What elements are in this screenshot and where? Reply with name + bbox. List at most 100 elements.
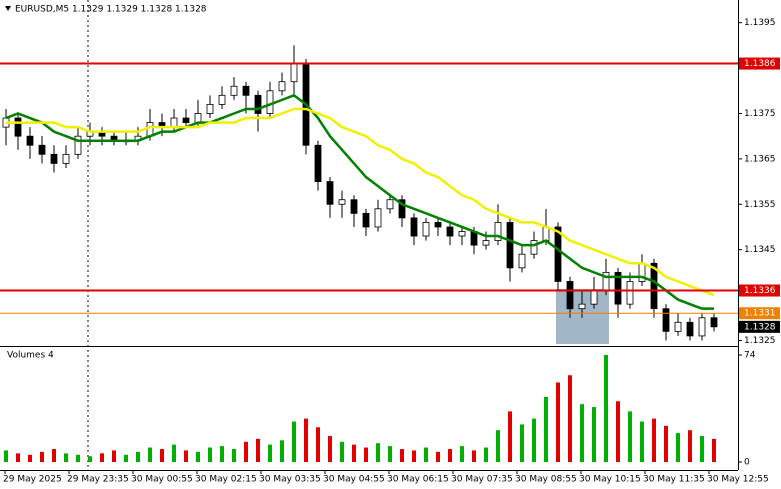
volume-bar <box>676 433 680 462</box>
x-tick-label: 29 May 2025 <box>3 475 62 485</box>
price-label: 1.1328 <box>744 322 776 332</box>
candle-body <box>626 281 634 305</box>
volume-bar <box>208 447 212 462</box>
price-label-box <box>739 57 780 70</box>
price-label: 1.1386 <box>744 59 776 69</box>
moving-average <box>5 93 714 310</box>
candle-body <box>206 104 214 114</box>
volume-bar <box>328 435 332 462</box>
x-tick-label: 30 May 02:15 <box>195 475 257 485</box>
volume-bar <box>604 355 608 462</box>
volume-bar <box>292 421 296 462</box>
chart-title: EURUSD,M5 1.1329 1.1329 1.1328 1.1328 <box>15 5 207 15</box>
x-tick-label: 30 May 03:35 <box>259 475 321 485</box>
x-tick-label: 30 May 07:35 <box>451 475 513 485</box>
candle-body <box>530 240 538 255</box>
candle-body <box>278 81 286 92</box>
x-tick-label: 30 May 12:55 <box>707 475 769 485</box>
candle-body <box>338 199 346 205</box>
volume-bar <box>316 427 320 462</box>
candle-body <box>314 144 322 182</box>
candle-body <box>698 317 706 337</box>
y-tick-label: 1.1375 <box>744 109 776 119</box>
volume-bar <box>256 438 260 462</box>
candle-body <box>362 212 370 228</box>
candle-body <box>494 222 502 241</box>
x-tick-label: 29 May 23:35 <box>67 475 129 485</box>
volume-bar <box>412 450 416 462</box>
volume-bar <box>268 444 272 462</box>
volume-bar <box>376 443 380 462</box>
volume-bar <box>664 425 668 462</box>
volume-bar <box>640 421 644 462</box>
candle-body <box>74 135 82 155</box>
x-tick-label: 30 May 10:15 <box>579 475 641 485</box>
volume-bar <box>616 401 620 462</box>
volume-bar <box>400 448 404 462</box>
candle-body <box>710 317 718 328</box>
volume-bar <box>436 451 440 462</box>
volume-bar <box>712 438 716 462</box>
candle-body <box>554 226 562 282</box>
volume-bar <box>448 448 452 462</box>
candle-body <box>170 117 178 128</box>
candle-body <box>650 262 658 310</box>
volume-bar <box>520 424 524 462</box>
volume-bar <box>592 407 596 462</box>
volume-bar <box>388 446 392 462</box>
y-tick-label: 1.1365 <box>744 154 776 164</box>
candle-body <box>350 199 358 214</box>
price-label-box <box>739 307 780 320</box>
volume-bar <box>628 411 632 462</box>
volume-bar <box>532 418 536 462</box>
volume-bar <box>196 451 200 462</box>
price-label: 1.1336 <box>744 286 776 296</box>
volume-bar <box>496 430 500 462</box>
candle-body <box>614 271 622 305</box>
volume-title: Volumes 4 <box>7 351 54 361</box>
candle-body <box>398 199 406 219</box>
candle-body <box>566 281 574 310</box>
volume-bar <box>136 451 140 462</box>
candle-body <box>242 85 250 96</box>
price-label: 1.1331 <box>744 309 776 319</box>
candle-body <box>254 94 262 114</box>
volume-bar <box>244 441 248 462</box>
x-tick-label: 30 May 06:15 <box>387 475 449 485</box>
volume-bar <box>64 453 68 462</box>
volume-bar <box>424 447 428 462</box>
volume-bar <box>16 453 20 462</box>
candle-body <box>26 135 34 146</box>
x-tick-label: 30 May 00:55 <box>131 475 193 485</box>
volume-bar <box>700 435 704 462</box>
plot-layer: 1.1325 1.1345 1.1355 1.1365 1.1375 1.1395 0 74 2… <box>0 18 780 485</box>
volume-bar <box>40 451 44 462</box>
volume-bar <box>304 418 308 462</box>
x-tick-label: 30 May 04:55 <box>323 475 385 485</box>
volume-bar <box>568 375 572 462</box>
volume-bar <box>484 447 488 462</box>
volume-bar <box>88 456 92 462</box>
y-tick-label: 1.1395 <box>744 18 776 28</box>
volume-bar <box>112 450 116 462</box>
volume-bar <box>100 453 104 462</box>
volume-bar <box>160 448 164 462</box>
candle-body <box>62 153 70 164</box>
volume-bar <box>124 454 128 462</box>
volume-bar <box>172 444 176 462</box>
candle-body <box>590 290 598 305</box>
y-tick-label: 1.1345 <box>744 245 776 255</box>
candle-body <box>662 308 670 332</box>
volume-bar <box>580 404 584 462</box>
candle-body <box>446 226 454 237</box>
volume-bar <box>340 441 344 462</box>
volume-bar <box>472 450 476 462</box>
volume-bar <box>184 450 188 462</box>
price-label-box <box>739 320 780 333</box>
candle-body <box>218 94 226 105</box>
volume-bar <box>364 447 368 462</box>
candle-body <box>326 181 334 205</box>
candle-body <box>290 63 298 83</box>
volume-bar <box>652 418 656 462</box>
volume-bar <box>352 444 356 462</box>
